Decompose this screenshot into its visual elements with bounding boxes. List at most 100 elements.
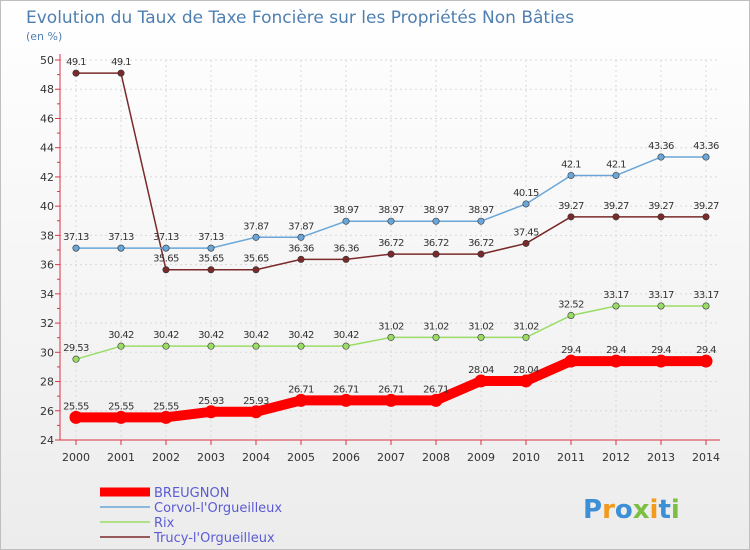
data-label-corvol-l-orgueilleux: 43.36 xyxy=(648,141,674,152)
point-breugnon xyxy=(429,393,443,407)
y-tick-label: 40 xyxy=(40,200,54,213)
data-label-trucy-l-orgueilleux: 39.27 xyxy=(648,201,674,212)
data-label-corvol-l-orgueilleux: 38.97 xyxy=(378,205,404,216)
point-rix xyxy=(477,333,485,341)
data-label-corvol-l-orgueilleux: 43.36 xyxy=(693,141,719,152)
point-breugnon xyxy=(114,410,128,424)
data-label-rix: 31.02 xyxy=(378,321,404,332)
x-tick-label: 2010 xyxy=(512,451,540,464)
point-rix xyxy=(117,342,125,350)
point-rix xyxy=(702,302,710,310)
y-tick-label: 44 xyxy=(40,142,54,155)
point-corvol-l-orgueilleux xyxy=(72,244,80,252)
data-label-breugnon: 26.71 xyxy=(378,384,404,395)
data-label-trucy-l-orgueilleux: 37.45 xyxy=(513,227,539,238)
logo-letter-i2: i xyxy=(671,495,680,525)
proxiti-logo: Proxiti xyxy=(583,495,680,525)
point-trucy-l-orgueilleux xyxy=(162,266,170,274)
point-trucy-l-orgueilleux xyxy=(342,255,350,263)
data-label-trucy-l-orgueilleux: 36.36 xyxy=(288,243,314,254)
point-rix xyxy=(432,333,440,341)
logo-text: Proxiti xyxy=(583,495,680,525)
point-breugnon xyxy=(294,393,308,407)
point-breugnon xyxy=(609,354,623,368)
data-label-breugnon: 29.4 xyxy=(606,345,626,356)
y-tick-label: 48 xyxy=(40,83,54,96)
x-tick-label: 2002 xyxy=(152,451,180,464)
point-trucy-l-orgueilleux xyxy=(567,213,575,221)
legend-label-breugnon: BREUGNON xyxy=(154,486,229,501)
point-trucy-l-orgueilleux xyxy=(612,213,620,221)
legend-label-rix: Rix xyxy=(154,516,175,531)
point-corvol-l-orgueilleux xyxy=(477,217,485,225)
point-breugnon xyxy=(654,354,668,368)
x-tick-label: 2009 xyxy=(467,451,495,464)
data-label-trucy-l-orgueilleux: 35.65 xyxy=(243,254,269,265)
data-label-breugnon: 25.93 xyxy=(198,396,224,407)
point-rix xyxy=(567,311,575,319)
y-tick-label: 50 xyxy=(40,54,54,67)
point-corvol-l-orgueilleux xyxy=(657,153,665,161)
y-tick-label: 38 xyxy=(40,229,54,242)
point-rix xyxy=(72,355,80,363)
point-rix xyxy=(162,342,170,350)
x-tick-label: 2000 xyxy=(62,451,90,464)
x-tick-label: 2007 xyxy=(377,451,405,464)
logo-letter-p: P xyxy=(583,495,602,525)
data-label-breugnon: 25.55 xyxy=(108,401,134,412)
data-labels: 29.53 30.42 30.42 30.42 30.42 30.42 30.42 31.02… xyxy=(63,57,719,412)
point-rix xyxy=(342,342,350,350)
data-label-trucy-l-orgueilleux: 39.27 xyxy=(603,201,629,212)
data-label-rix: 30.42 xyxy=(153,330,179,341)
point-trucy-l-orgueilleux xyxy=(702,213,710,221)
data-label-breugnon: 29.4 xyxy=(651,345,671,356)
data-label-rix: 31.02 xyxy=(423,321,449,332)
point-trucy-l-orgueilleux xyxy=(72,69,80,77)
data-label-corvol-l-orgueilleux: 37.87 xyxy=(243,221,269,232)
data-label-trucy-l-orgueilleux: 39.27 xyxy=(693,201,719,212)
data-label-corvol-l-orgueilleux: 37.13 xyxy=(63,232,89,243)
point-trucy-l-orgueilleux xyxy=(297,255,305,263)
point-breugnon xyxy=(339,393,353,407)
point-rix xyxy=(522,333,530,341)
data-label-corvol-l-orgueilleux: 40.15 xyxy=(513,188,539,199)
data-label-trucy-l-orgueilleux: 35.65 xyxy=(198,254,224,265)
data-label-trucy-l-orgueilleux: 35.65 xyxy=(153,254,179,265)
point-rix xyxy=(657,302,665,310)
point-rix xyxy=(612,302,620,310)
point-trucy-l-orgueilleux xyxy=(477,250,485,258)
legend-label-corvol-l-orgueilleux: Corvol-l'Orgueilleux xyxy=(154,501,282,516)
point-rix xyxy=(387,333,395,341)
x-tick-label: 2011 xyxy=(557,451,585,464)
data-label-rix: 31.02 xyxy=(468,321,494,332)
point-breugnon xyxy=(699,354,713,368)
x-tick-label: 2012 xyxy=(602,451,630,464)
point-corvol-l-orgueilleux xyxy=(432,217,440,225)
data-label-trucy-l-orgueilleux: 36.72 xyxy=(468,238,494,249)
data-label-rix: 33.17 xyxy=(693,290,719,301)
data-label-trucy-l-orgueilleux: 36.36 xyxy=(333,243,359,254)
data-label-breugnon: 29.4 xyxy=(696,345,716,356)
data-label-corvol-l-orgueilleux: 38.97 xyxy=(333,205,359,216)
data-label-corvol-l-orgueilleux: 38.97 xyxy=(423,205,449,216)
legend: BREUGNONCorvol-l'OrgueilleuxRixTrucy-l'O… xyxy=(100,486,282,546)
chart-title: Evolution du Taux de Taxe Foncière sur l… xyxy=(26,8,574,28)
data-label-breugnon: 26.71 xyxy=(288,384,314,395)
x-tick-label: 2004 xyxy=(242,451,270,464)
data-label-breugnon: 29.4 xyxy=(561,345,581,356)
chart-subtitle: (en %) xyxy=(26,30,62,43)
y-tick-label: 28 xyxy=(40,376,54,389)
point-corvol-l-orgueilleux xyxy=(342,217,350,225)
point-breugnon xyxy=(249,405,263,419)
logo-letter-r: r xyxy=(602,495,615,525)
point-trucy-l-orgueilleux xyxy=(117,69,125,77)
data-label-breugnon: 26.71 xyxy=(333,384,359,395)
data-label-breugnon: 25.93 xyxy=(243,396,269,407)
data-label-rix: 33.17 xyxy=(603,290,629,301)
logo-letter-o: o xyxy=(615,495,633,525)
data-label-rix: 30.42 xyxy=(108,330,134,341)
axes: 24 26 28 30 32 34 36 38 40 42 44 46 48 50 2000 2001 2002… xyxy=(40,54,720,464)
point-corvol-l-orgueilleux xyxy=(567,171,575,179)
